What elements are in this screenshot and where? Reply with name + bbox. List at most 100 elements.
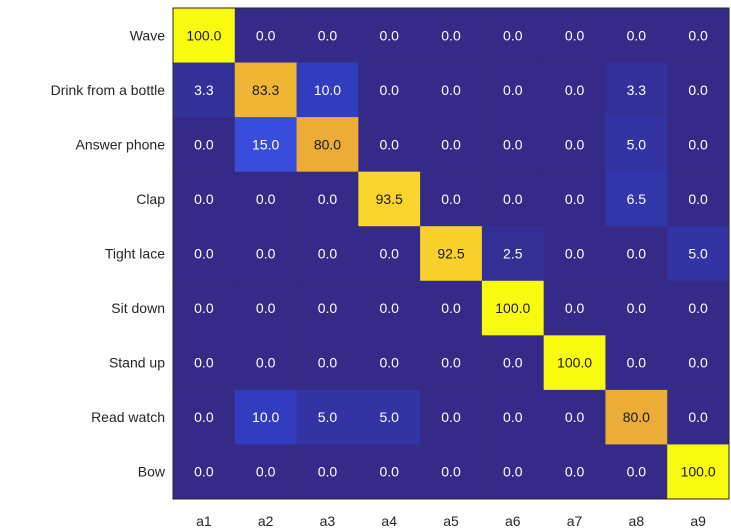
heatmap-cell [296,444,359,500]
cell-value-label: 3.3 [194,82,214,98]
heatmap-cell [234,335,298,391]
heatmap-cell [358,280,421,336]
row-label: Read watch [91,409,165,425]
cell-value-label: 0.0 [441,355,461,371]
cell-value-label: 100.0 [186,27,221,43]
heatmap-cell [667,389,730,445]
row-label: Sit down [111,300,165,316]
heatmap-cell [667,335,730,391]
cell-value-label: 0.0 [194,246,214,262]
column-label: a4 [381,513,397,529]
heatmap-cell [296,226,359,282]
cell-value-label: 0.0 [565,27,585,43]
heatmap-cell [358,171,421,227]
heatmap-cell [605,226,668,282]
cell-value-label: 0.0 [441,82,461,98]
heatmap-cell [420,444,483,500]
column-label: a8 [629,513,645,529]
row-label: Drink from a bottle [51,82,166,98]
heatmap-cell [358,335,421,391]
heatmap-cell [605,280,668,336]
row-labels: Wave Drink from a bottle Answer phone Clap T… [51,27,166,479]
heatmap-cell [234,444,298,500]
heatmap-cell [358,389,421,445]
heatmap-cell [667,280,730,336]
cell-value-label: 0.0 [565,246,585,262]
heatmap-cell [358,444,421,500]
column-label: a2 [258,513,274,529]
heatmap-cell [667,226,730,282]
heatmap-cell [420,226,483,282]
cell-value-label: 0.0 [194,409,214,425]
cell-value-label: 0.0 [688,27,708,43]
heatmap-cell [234,226,298,282]
cell-value-label: 0.0 [379,82,399,98]
heatmap-cell [173,335,236,391]
cell-value-label: 0.0 [441,136,461,152]
cell-value-label: 0.0 [318,27,338,43]
cell-value-label: 10.0 [252,409,279,425]
cell-value-label: 0.0 [379,464,399,480]
heatmap-cell [605,335,668,391]
cell-value-label: 100.0 [557,355,592,371]
cell-value-label: 0.0 [256,355,276,371]
heatmap-cell [234,62,298,118]
cell-value-label: 0.0 [627,27,647,43]
cell-value-label: 0.0 [194,355,214,371]
cell-value-label: 0.0 [627,464,647,480]
heatmap-cell [605,444,668,500]
plot-frame [172,7,730,500]
heatmap-cell [481,8,545,64]
cell-value-label: 5.0 [627,136,647,152]
cell-value-label: 0.0 [688,136,708,152]
cell-value-label: 6.5 [627,191,647,207]
heatmap-cell [296,62,359,118]
cell-value-label: 0.0 [627,355,647,371]
cell-value-label: 0.0 [688,300,708,316]
cell-value-label: 80.0 [623,409,650,425]
heatmap-cell [420,280,483,336]
cell-value-label: 0.0 [441,464,461,480]
row-label: Stand up [109,355,165,371]
cell-value-label: 0.0 [503,355,523,371]
heatmap-cell [173,8,236,64]
cell-value-label: 0.0 [379,136,399,152]
heatmap-cell [420,8,483,64]
heatmap-cell [296,389,359,445]
cell-value-label: 0.0 [688,355,708,371]
heatmap-cell [481,389,545,445]
heatmap-cell [667,8,730,64]
cell-value-label: 5.0 [379,409,399,425]
cell-value-label: 10.0 [314,82,341,98]
heatmap-cell [605,117,668,173]
cell-value-label: 5.0 [318,409,338,425]
cell-value-label: 0.0 [318,300,338,316]
cell-value-label: 5.0 [688,246,708,262]
cell-value-label: 100.0 [681,464,716,480]
row-label: Clap [136,191,165,207]
cell-value-label: 0.0 [318,355,338,371]
heatmap-cell [543,389,606,445]
heatmap-cell [234,8,298,64]
heatmap-cell [234,280,298,336]
heatmap-cell [481,444,545,500]
heatmap-cell [173,280,236,336]
heatmap-cell [296,117,359,173]
heatmap-cell [296,280,359,336]
heatmap-cell [234,389,298,445]
cell-value-label: 0.0 [379,355,399,371]
cell-value-label: 0.0 [627,300,647,316]
cell-value-label: 100.0 [495,300,530,316]
heatmap-cell [234,171,298,227]
heatmap-cell [173,171,236,227]
heatmap-cell [543,280,606,336]
cell-value-label: 93.5 [376,191,403,207]
cell-value-label: 0.0 [503,136,523,152]
heatmap-cell [358,117,421,173]
heatmap-cell [481,117,545,173]
cell-value-label: 15.0 [252,136,279,152]
column-label: a6 [505,513,521,529]
heatmap-cell [543,226,606,282]
cell-value-label: 83.3 [252,82,279,98]
